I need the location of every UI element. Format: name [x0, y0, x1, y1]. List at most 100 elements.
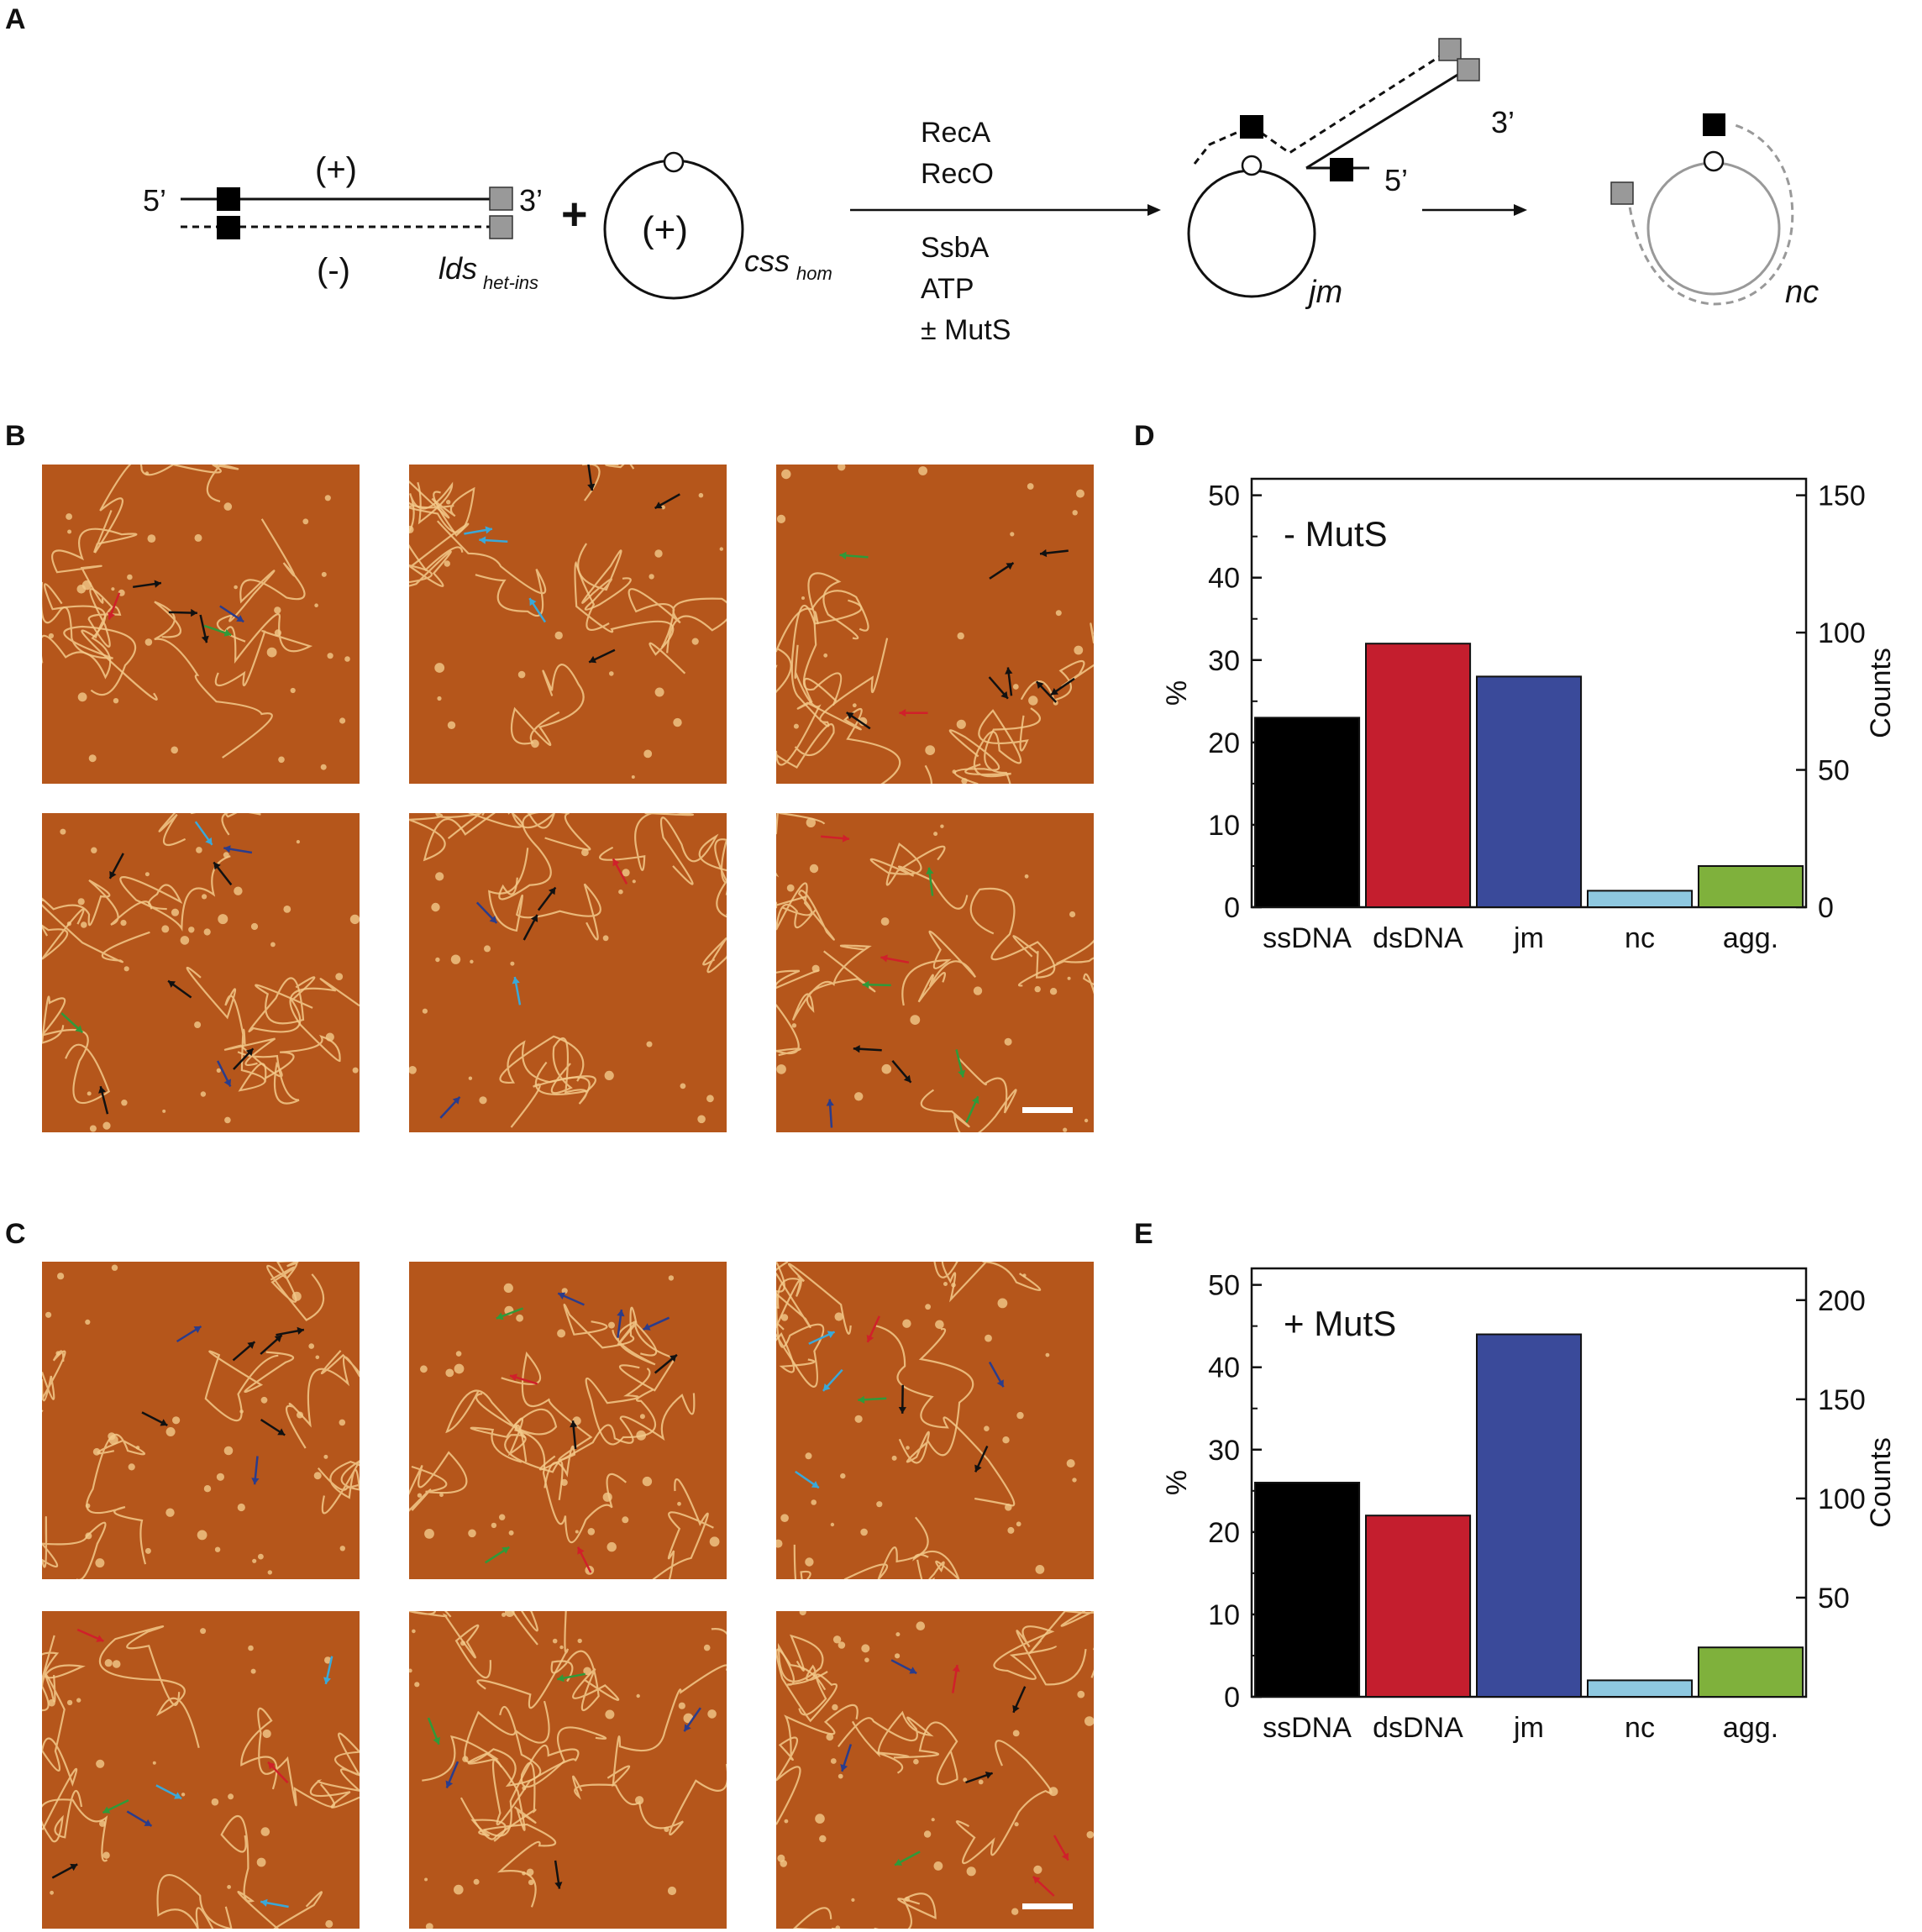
- protein-particle: [314, 603, 318, 607]
- protein-particle: [776, 1064, 786, 1074]
- protein-particle: [781, 469, 791, 480]
- annotation-arrow-icon: [76, 1628, 104, 1642]
- protein-particle: [437, 696, 442, 701]
- protein-particle: [918, 466, 927, 475]
- jm-label: jm: [1305, 275, 1342, 310]
- annotation-arrow-icon: [988, 676, 1009, 700]
- afm-background: [42, 813, 360, 1132]
- y2-tick-label: 100: [1818, 1483, 1866, 1515]
- protein-particle: [414, 1682, 420, 1688]
- protein-particle: [835, 1925, 841, 1929]
- dna-strand: [409, 813, 511, 862]
- protein-particle: [838, 1641, 846, 1649]
- protein-particle: [809, 864, 819, 874]
- dna-strand: [776, 644, 835, 769]
- bar-agg: [1698, 865, 1804, 908]
- protein-particle: [776, 1539, 783, 1548]
- dna-strand: [98, 1625, 200, 1749]
- protein-particle: [447, 721, 456, 729]
- dna-strand: [574, 560, 686, 675]
- protein-particle: [654, 687, 664, 697]
- protein-particle: [188, 927, 195, 933]
- protein-particle: [180, 936, 190, 945]
- dna-strand: [42, 583, 112, 680]
- y2-axis-label: Counts: [1865, 1437, 1897, 1528]
- annotation-arrow-icon: [496, 1307, 524, 1320]
- protein-particle: [473, 1878, 480, 1885]
- protein-particle: [876, 1501, 883, 1508]
- protein-particle: [1084, 1716, 1094, 1726]
- annotation-arrow-icon: [612, 858, 628, 885]
- dna-strand: [1028, 1611, 1094, 1678]
- protein-particle: [290, 687, 296, 694]
- protein-particle: [470, 959, 474, 963]
- protein-particle: [424, 1529, 434, 1539]
- dna-strand: [42, 1673, 78, 1830]
- afm-background: [776, 1262, 1094, 1579]
- dna-strand: [577, 543, 632, 611]
- dna-strand: [204, 1350, 295, 1422]
- annotation-arrow-icon: [141, 1411, 168, 1427]
- protein-particle: [85, 1319, 91, 1325]
- scale-bar: [1022, 1107, 1073, 1113]
- protein-particle: [445, 1368, 454, 1378]
- protein-particle: [793, 723, 799, 729]
- protein-particle: [431, 902, 440, 912]
- protein-particle: [203, 928, 211, 936]
- protein-particle: [1048, 1787, 1058, 1797]
- protein-particle: [121, 1100, 128, 1106]
- protein-particle: [218, 914, 228, 925]
- protein-particle: [604, 1070, 614, 1080]
- protein-particle: [171, 908, 180, 916]
- circular-ssdna: [603, 151, 744, 300]
- protein-particle: [234, 585, 238, 590]
- afm-image-b5: [409, 813, 727, 1132]
- protein-particle: [830, 1758, 837, 1764]
- protein-particle: [1055, 610, 1062, 617]
- protein-particle: [1033, 1865, 1042, 1874]
- afm-c2-content: [409, 1262, 727, 1579]
- protein-particle: [1086, 1830, 1094, 1839]
- dna-strand: [223, 1037, 300, 1105]
- dna-strand: [248, 976, 316, 1033]
- protein-particle: [66, 1699, 73, 1706]
- protein-particle: [248, 1645, 254, 1651]
- protein-particle: [88, 754, 97, 763]
- dna-strand: [776, 1262, 825, 1388]
- protein-particle: [561, 1288, 568, 1294]
- afm-c4-content: [42, 1611, 360, 1929]
- annotation-arrow-icon: [1039, 549, 1069, 558]
- protein-particle: [691, 638, 699, 645]
- lds-label: lds: [438, 251, 477, 286]
- protein-particle: [202, 894, 207, 900]
- protein-particle: [587, 1528, 596, 1536]
- dna-strand: [796, 678, 932, 784]
- dna-strand: [459, 1726, 607, 1840]
- protein-particle: [522, 1786, 527, 1791]
- protein-particle: [635, 1796, 644, 1805]
- protein-particle: [102, 1851, 110, 1859]
- protein-particle: [854, 1415, 863, 1423]
- protein-particle: [780, 1514, 789, 1522]
- dna-strand: [585, 1368, 657, 1446]
- dna-strand: [776, 1704, 859, 1825]
- protein-particle: [528, 1879, 534, 1886]
- protein-particle: [668, 1275, 675, 1281]
- protein-particle: [95, 1558, 105, 1568]
- annotation-arrow-icon: [587, 465, 596, 491]
- protein-particle: [349, 914, 360, 925]
- protein-particle: [462, 1756, 469, 1762]
- protein-particle: [66, 513, 72, 520]
- annotation-arrow-icon: [523, 914, 538, 941]
- protein-particle: [952, 769, 957, 774]
- dna-strand: [563, 1303, 658, 1357]
- dna-strand: [214, 613, 313, 686]
- protein-particle: [89, 1125, 97, 1132]
- afm-b3-content: [776, 465, 1094, 784]
- protein-particle: [646, 1041, 653, 1047]
- protein-particle: [339, 1546, 345, 1551]
- protein-particle: [55, 1351, 60, 1356]
- x-tick-label: jm: [1513, 1712, 1544, 1744]
- y-tick-label: 40: [1208, 1352, 1240, 1384]
- annotation-arrow-icon: [479, 536, 508, 544]
